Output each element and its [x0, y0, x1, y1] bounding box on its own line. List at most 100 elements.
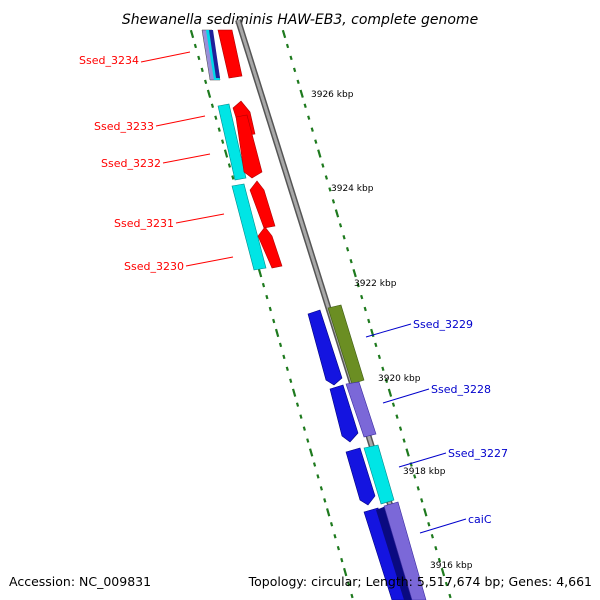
- right-scale-tick: [444, 581, 449, 587]
- gene-block-ssed-3232[interactable]: [235, 114, 263, 179]
- right-scale-tick: [331, 199, 336, 204]
- left-scale-tick: [336, 545, 340, 551]
- left-scale-tick: [231, 175, 235, 180]
- accession-text: Accession: NC_009831: [9, 574, 151, 589]
- gene-block-ssed-3231[interactable]: [231, 180, 276, 271]
- right-scale-tick: [434, 545, 438, 551]
- left-scale-tick: [210, 103, 215, 108]
- left-scale-tick: [274, 328, 280, 338]
- label-ssed-3229[interactable]: Ssed_3229: [413, 318, 473, 331]
- left-scale-tick: [193, 43, 198, 49]
- gene-block-ssed-3234[interactable]: [201, 29, 243, 81]
- label-ssed-3230[interactable]: Ssed_3230: [124, 260, 184, 273]
- right-scale-tick: [345, 247, 350, 252]
- right-scale-tick: [427, 522, 431, 527]
- label-ssed-3228[interactable]: Ssed_3228: [431, 383, 491, 396]
- right-scale-tick: [420, 498, 424, 503]
- left-scale-tick: [200, 67, 204, 73]
- left-scale-tick: [340, 557, 344, 563]
- left-scale-tick: [291, 388, 297, 397]
- right-scale-tick: [338, 223, 343, 228]
- left-scale-tick: [289, 378, 293, 383]
- right-scale-tick: [381, 366, 385, 372]
- right-scale-tick: [416, 486, 420, 491]
- kbp-label-3918: 3918 kbp: [403, 467, 446, 477]
- gene-block-ssed-3228[interactable]: [329, 381, 377, 443]
- left-scale-tick: [268, 306, 272, 312]
- right-scale-tick: [289, 55, 293, 61]
- right-scale-tick: [285, 43, 290, 49]
- gene-block-ssed-3229[interactable]: [307, 304, 365, 386]
- right-scale-tick: [334, 209, 340, 218]
- right-scale-tick: [317, 149, 322, 158]
- right-scale-tick: [430, 533, 434, 539]
- left-scale-tick: [323, 498, 327, 503]
- right-scale-tick: [391, 402, 396, 407]
- right-scale-tick: [349, 258, 353, 264]
- right-scale-tick: [299, 89, 304, 98]
- right-scale-tick: [423, 508, 428, 517]
- left-scale-tick: [265, 294, 269, 300]
- left-scale-tick: [206, 89, 212, 98]
- kbp-label-3916: 3916 kbp: [430, 561, 473, 571]
- left-scale-tick: [316, 474, 320, 479]
- right-scale-tick: [356, 282, 360, 288]
- right-scale-tick: [307, 115, 311, 120]
- right-scale-tick: [405, 448, 410, 457]
- left-scale-tick: [329, 522, 334, 527]
- right-scale-tick: [384, 378, 389, 383]
- left-scale-tick: [350, 593, 354, 599]
- right-scale-tick: [292, 67, 297, 73]
- left-scale-tick: [306, 438, 310, 443]
- label-ssed-3234[interactable]: Ssed_3234: [79, 54, 139, 67]
- right-scale-tick: [440, 567, 446, 577]
- right-scale-tick: [296, 79, 300, 85]
- left-scale-tick: [204, 79, 208, 85]
- gene-block-ssed-3230[interactable]: [257, 226, 283, 269]
- genome-summary-text: Topology: circular; Length: 5,517,674 bp…: [248, 574, 592, 589]
- label-ssed-3232[interactable]: Ssed_3232: [101, 157, 161, 170]
- left-scale-tick: [302, 426, 306, 431]
- right-scale-tick: [310, 127, 314, 132]
- label-caic[interactable]: caiC: [468, 513, 492, 526]
- left-scale-tick: [295, 402, 300, 407]
- left-scale-tick: [326, 508, 331, 517]
- right-scale-tick: [363, 306, 367, 312]
- left-scale-tick: [227, 163, 232, 168]
- label-ssed-3231[interactable]: Ssed_3231: [114, 217, 174, 230]
- right-scale-tick: [387, 388, 393, 397]
- left-scale-tick: [285, 366, 289, 372]
- left-scale-tick: [221, 139, 225, 144]
- right-scale-tick: [367, 318, 371, 324]
- right-scale-tick: [324, 175, 329, 180]
- right-scale-tick: [374, 342, 378, 348]
- left-scale-tick: [278, 342, 283, 348]
- left-scale-tick: [223, 149, 229, 158]
- gene-block-ssed-3227[interactable]: [345, 444, 395, 506]
- left-scale-tick: [308, 448, 314, 457]
- right-scale-tick: [342, 235, 346, 240]
- left-scale-tick: [261, 282, 266, 288]
- right-scale-tick: [402, 438, 406, 443]
- left-scale-tick: [333, 533, 337, 539]
- label-ssed-3233[interactable]: Ssed_3233: [94, 120, 154, 133]
- left-scale-tick: [343, 567, 348, 577]
- forward-label-connectors: [365, 323, 467, 534]
- left-scale-tick: [217, 127, 221, 132]
- right-scale-tick: [437, 557, 442, 563]
- right-scale-tick: [395, 414, 399, 419]
- left-scale-tick: [282, 354, 286, 360]
- kbp-label-3922: 3922 kbp: [354, 279, 397, 289]
- gene-block-caic[interactable]: [363, 501, 427, 600]
- left-scale-tick: [312, 462, 317, 467]
- label-ssed-3227[interactable]: Ssed_3227: [448, 447, 508, 460]
- right-scale-tick: [370, 328, 375, 338]
- left-scale-tick: [272, 318, 276, 324]
- map-title: Shewanella sediminis HAW-EB3, complete g…: [122, 12, 478, 28]
- kbp-label-3926: 3926 kbp: [311, 90, 354, 100]
- kbp-label-3924: 3924 kbp: [331, 184, 374, 194]
- right-scale-tick: [314, 139, 318, 144]
- left-scale-tick: [346, 581, 351, 587]
- right-scale-tick: [303, 103, 307, 108]
